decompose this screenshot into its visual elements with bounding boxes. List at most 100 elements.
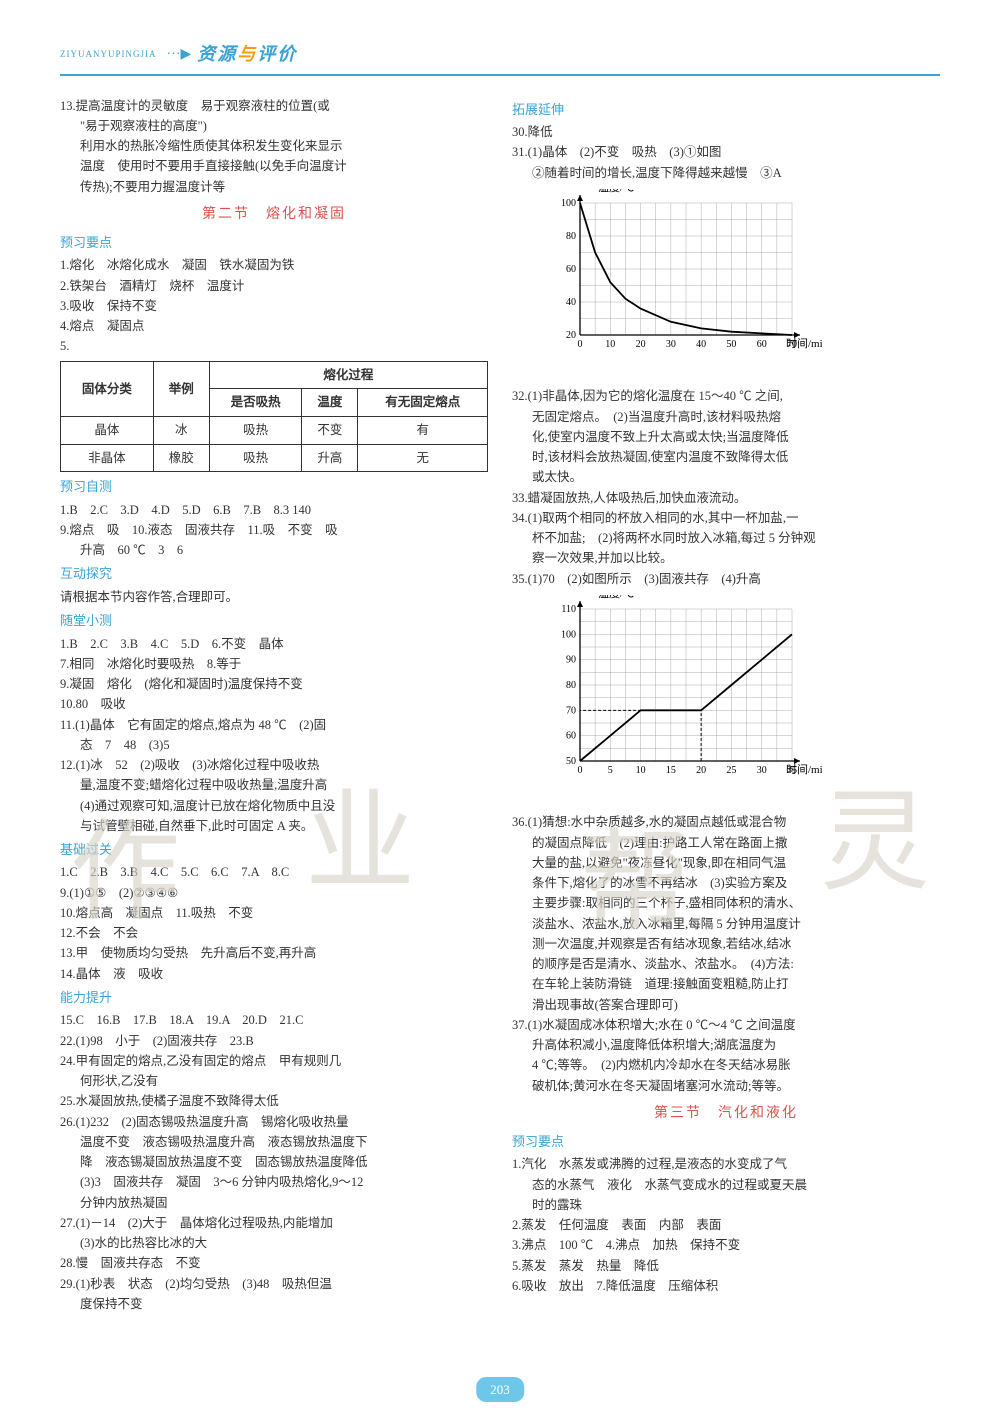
right-column: 拓展延伸 30.降低 31.(1)晶体 (2)不变 吸热 (3)①如图 ②随着时… — [512, 96, 940, 1314]
content-columns: 13.提高温度计的灵敏度 易于观察液柱的位置(或 "易于观察液柱的高度") 利用… — [60, 96, 940, 1314]
svg-text:25: 25 — [726, 765, 736, 776]
answer-line: 态 7 48 (3)5 — [60, 735, 488, 755]
section3-title: 第三节 汽化和液化 — [512, 1102, 940, 1125]
svg-text:温度/℃: 温度/℃ — [598, 595, 634, 600]
td: 升高 — [302, 444, 358, 472]
preview-item: 5. — [60, 336, 488, 356]
svg-text:80: 80 — [566, 680, 576, 691]
answer-line: 的凝固点降低 (2)理由:护路工人常在路面上撒 — [512, 833, 940, 853]
answer-line: 大量的盐,以避免"夜冻昼化"现象,即在相同气温 — [512, 853, 940, 873]
svg-text:110: 110 — [561, 604, 576, 615]
answer-line: 4 ℃;等等。 (2)内燃机内冷却水在冬天结冰易胀 — [512, 1055, 940, 1075]
answer-line: ②随着时间的增长,温度下降得越来越慢 ③A — [512, 163, 940, 183]
answer-line: 11.(1)晶体 它有固定的熔点,熔点为 48 ℃ (2)固 — [60, 715, 488, 735]
th: 温度 — [302, 389, 358, 417]
answer-line: 与试管壁相碰,自然垂下,此时可固定 A 夹。 — [60, 816, 488, 836]
answer-line: 1.汽化 水蒸发或沸腾的过程,是液态的水变成了气 — [512, 1154, 940, 1174]
answer-line: 13.甲 使物质均匀受热 先升高后不变,再升高 — [60, 943, 488, 963]
th: 举例 — [153, 361, 209, 416]
preview-item: 1.熔化 冰熔化成水 凝固 铁水凝固为铁 — [60, 255, 488, 275]
answer-line: 7.相同 冰熔化时要吸热 8.等于 — [60, 654, 488, 674]
section2-title: 第二节 熔化和凝固 — [60, 203, 488, 226]
q13-line: 13.提高温度计的灵敏度 易于观察液柱的位置(或 — [60, 96, 488, 116]
answer-line: 1.C 2.B 3.B 4.C 5.C 6.C 7.A 8.C — [60, 862, 488, 882]
answer-line: 度保持不变 — [60, 1294, 488, 1314]
q13-line: 温度 使用时不要用手直接接触(以免手向温度计 — [60, 156, 488, 176]
answer-line: 12.不会 不会 — [60, 923, 488, 943]
answer-line: (3)水的比热容比冰的大 — [60, 1233, 488, 1253]
answer-line: 无固定熔点。 (2)当温度升高时,该材料吸热熔 — [512, 407, 940, 427]
answer-line: 杯不加盐; (2)将两杯水同时放入冰箱,每过 5 分钟观 — [512, 528, 940, 548]
svg-text:30: 30 — [757, 765, 767, 776]
answer-line: 3.沸点 100 ℃ 4.沸点 加热 保持不变 — [512, 1235, 940, 1255]
answer-line: 1.B 2.C 3.D 4.D 5.D 6.B 7.B 8.3 140 — [60, 500, 488, 520]
answer-line: 温度不变 液态锡吸热温度升高 液态锡放热温度下 — [60, 1132, 488, 1152]
chart2-svg: 051015202530355060708090100110温度/℃时间/min — [542, 595, 822, 800]
answer-line: (3)3 固液共存 凝固 3～6 分钟内吸热熔化,9～12 — [60, 1172, 488, 1192]
answer-line: 32.(1)非晶体,因为它的熔化温度在 15～40 ℃ 之间, — [512, 386, 940, 406]
header-pinyin: ZIYUANYUPINGJIA — [60, 47, 157, 62]
svg-text:50: 50 — [726, 339, 736, 350]
svg-text:0: 0 — [578, 765, 583, 776]
svg-text:60: 60 — [566, 264, 576, 275]
table-row: 晶体 冰 吸热 不变 有 — [61, 416, 488, 444]
page-header: ZIYUANYUPINGJIA ···▶ 资源与评价 — [60, 40, 940, 76]
arrow-icon: ···▶ — [167, 43, 192, 66]
answer-line: 态的水蒸气 液化 水蒸气变成水的过程或夏天晨 — [512, 1175, 940, 1195]
q13-line: 利用水的热胀冷缩性质使其体积发生变化来显示 — [60, 136, 488, 156]
answer-line: (4)通过观察可知,温度计已放在熔化物质中且没 — [60, 796, 488, 816]
answer-line: 请根据本节内容作答,合理即可。 — [60, 587, 488, 607]
title-post: 评价 — [257, 44, 297, 64]
td: 吸热 — [209, 416, 302, 444]
svg-text:10: 10 — [636, 765, 646, 776]
answer-line: 时的露珠 — [512, 1195, 940, 1215]
heading-yuxi3: 预习要点 — [512, 1131, 940, 1152]
answer-line: 34.(1)取两个相同的杯放入相同的水,其中一杯加盐,一 — [512, 508, 940, 528]
answer-line: 条件下,熔化了的冰雪不再结冰 (3)实验方案及 — [512, 873, 940, 893]
melting-table: 固体分类 举例 熔化过程 是否吸热 温度 有无固定熔点 晶体 冰 吸热 不变 有… — [60, 361, 488, 473]
svg-text:40: 40 — [566, 297, 576, 308]
svg-text:40: 40 — [696, 339, 706, 350]
th: 有无固定熔点 — [358, 389, 488, 417]
answer-line: 29.(1)秒表 状态 (2)均匀受热 (3)48 吸热但温 — [60, 1274, 488, 1294]
answer-line: 27.(1)－14 (2)大于 晶体熔化过程吸热,内能增加 — [60, 1213, 488, 1233]
answer-line: 9.(1)①⑤ (2)②③④⑥ — [60, 883, 488, 903]
answer-line: 测一次温度,并观察是否有结冰现象,若结冰,结冰 — [512, 934, 940, 954]
answer-line: 12.(1)冰 52 (2)吸收 (3)冰熔化过程中吸收热 — [60, 755, 488, 775]
svg-text:50: 50 — [566, 756, 576, 767]
svg-text:时间/min: 时间/min — [786, 337, 822, 350]
td: 橡胶 — [153, 444, 209, 472]
svg-text:15: 15 — [666, 765, 676, 776]
answer-line: 2.蒸发 任何温度 表面 内部 表面 — [512, 1215, 940, 1235]
svg-text:20: 20 — [566, 330, 576, 341]
answer-line: 化,使室内温度不致上升太高或太快;当温度降低 — [512, 427, 940, 447]
chart2-heating: 051015202530355060708090100110温度/℃时间/min — [542, 595, 940, 806]
answer-line: 10.熔点高 凝固点 11.吸热 不变 — [60, 903, 488, 923]
heading-tuozhan: 拓展延伸 — [512, 99, 940, 120]
table-row: 非晶体 橡胶 吸热 升高 无 — [61, 444, 488, 472]
answer-line: 36.(1)猜想:水中杂质越多,水的凝固点越低或混合物 — [512, 812, 940, 832]
answer-line: 何形状,乙没有 — [60, 1071, 488, 1091]
answer-line: 5.蒸发 蒸发 热量 降低 — [512, 1256, 940, 1276]
th: 是否吸热 — [209, 389, 302, 417]
heading-suitang: 随堂小测 — [60, 610, 488, 631]
heading-hudong: 互动探究 — [60, 563, 488, 584]
svg-text:30: 30 — [666, 339, 676, 350]
q13-line: 传热);不要用力握温度计等 — [60, 177, 488, 197]
answer-line: 淡盐水、浓盐水,放入冰箱里,每隔 5 分钟用温度计 — [512, 914, 940, 934]
td: 吸热 — [209, 444, 302, 472]
chart1-svg: 01020304050607020406080100温度/℃时间/min — [542, 189, 822, 374]
answer-line: 10.80 吸收 — [60, 694, 488, 714]
answer-line: 24.甲有固定的熔点,乙没有固定的熔点 甲有规则几 — [60, 1051, 488, 1071]
td: 晶体 — [61, 416, 154, 444]
svg-text:温度/℃: 温度/℃ — [598, 189, 634, 194]
svg-text:时间/min: 时间/min — [786, 763, 822, 776]
heading-nengli: 能力提升 — [60, 987, 488, 1008]
left-column: 13.提高温度计的灵敏度 易于观察液柱的位置(或 "易于观察液柱的高度") 利用… — [60, 96, 488, 1314]
answer-line: 破机体;黄河水在冬天凝固堵塞河水流动;等等。 — [512, 1076, 940, 1096]
answer-line: 28.慢 固液共存态 不变 — [60, 1253, 488, 1273]
svg-text:5: 5 — [608, 765, 613, 776]
svg-text:10: 10 — [605, 339, 615, 350]
answer-line: 25.水凝固放热,使橘子温度不致降得太低 — [60, 1091, 488, 1111]
answer-line: 分钟内放热凝固 — [60, 1193, 488, 1213]
